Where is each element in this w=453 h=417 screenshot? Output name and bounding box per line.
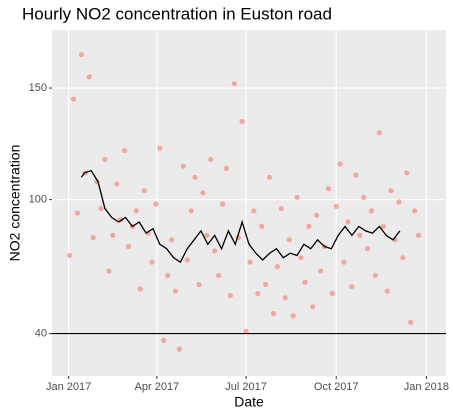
y-tick-label: 40 [35,327,47,339]
point [78,51,85,58]
point [302,279,308,285]
point [255,290,261,297]
point [278,205,284,212]
point [400,255,406,261]
point [251,208,257,214]
point [388,188,394,194]
point [290,313,296,319]
point [408,319,414,326]
point [329,290,335,297]
point [219,201,226,207]
trend-line [80,169,401,264]
point [137,286,143,292]
point [286,237,292,243]
plot-background [52,30,446,376]
point [333,203,339,209]
point [157,145,163,151]
point [216,272,222,279]
point [368,208,375,214]
point [404,170,410,176]
point [212,248,218,254]
point [266,174,273,180]
point [168,237,175,243]
point [86,74,92,80]
point [74,210,81,216]
point [298,255,304,261]
point [114,181,120,187]
point [196,281,202,288]
point [90,235,96,241]
point [372,272,379,279]
point [396,199,402,205]
point [384,288,390,294]
point [106,268,112,274]
point [98,205,104,212]
point [208,156,214,163]
y-tick-label: 100 [29,194,47,206]
point [145,230,151,236]
x-tick-label: Jul 2017 [225,381,267,393]
point [306,223,312,230]
point [125,243,132,250]
point [172,288,179,294]
point [364,246,371,252]
x-axis-label: Date [234,394,264,410]
point [349,284,355,290]
point [345,219,351,225]
point [121,147,128,154]
point [200,190,206,196]
point [231,80,237,87]
point [204,232,210,238]
point [141,188,147,194]
point [133,208,139,214]
point [259,223,265,230]
point [337,161,343,167]
point [361,194,367,201]
x-tick-label: Jan 2017 [46,381,91,393]
point [274,264,281,270]
point [314,212,320,218]
point [67,252,73,259]
point [263,281,269,288]
point [412,208,418,214]
point [180,163,186,169]
point [153,201,159,207]
point [325,185,331,192]
point [270,310,277,317]
x-tick-label: Apr 2017 [135,381,180,393]
point [223,165,230,171]
point [165,272,171,279]
y-axis-label: NO2 concentration [7,145,23,262]
point [415,232,422,238]
point [357,232,363,238]
point [239,118,245,125]
point [310,304,316,310]
point [176,346,183,352]
y-tick-label: 150 [29,82,47,94]
point [353,172,359,178]
point [317,268,324,274]
point [188,208,194,214]
point [247,259,253,265]
point [243,328,249,334]
point [102,156,108,163]
x-tick-label: Jan 2018 [404,381,449,393]
point [192,174,198,180]
x-tick-label: Oct 2017 [314,381,359,393]
point [380,223,386,230]
point [282,295,288,301]
point [110,232,116,238]
chart-title: Hourly NO2 concentration in Euston road [22,4,332,23]
point [294,194,300,201]
point [161,337,167,343]
point [376,130,382,136]
point [149,259,155,265]
point [341,259,347,265]
point [227,293,233,299]
point [70,96,77,102]
point [184,257,190,263]
